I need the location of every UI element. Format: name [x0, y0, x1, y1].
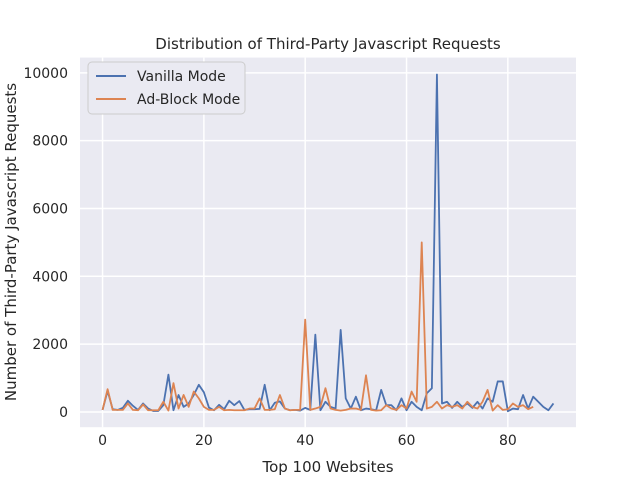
- x-tick-label: 20: [195, 433, 213, 449]
- legend-box: [87, 61, 246, 115]
- chart-title: Distribution of Third-Party Javascript R…: [155, 35, 501, 53]
- y-tick-label: 6000: [32, 201, 68, 217]
- plot-area: [80, 57, 576, 428]
- legend: Vanilla Mode Ad-Block Mode: [87, 61, 246, 115]
- x-tick-label: 60: [398, 433, 416, 449]
- y-tick-label: 2000: [32, 337, 68, 353]
- x-tick-label: 0: [98, 433, 107, 449]
- y-axis-label: Number of Third-Party Javascript Request…: [2, 83, 20, 401]
- y-tick-labels: 0 2000 4000 6000 8000 10000: [23, 66, 68, 421]
- y-tick-label: 0: [59, 405, 68, 421]
- y-tick-label: 10000: [23, 66, 68, 82]
- y-tick-label: 8000: [32, 134, 68, 150]
- x-tick-label: 40: [296, 433, 314, 449]
- series-lines: [101, 73, 555, 413]
- series-line-adblock: [101, 241, 534, 412]
- x-tick-labels: 0 20 40 60 80: [98, 433, 517, 449]
- legend-label-adblock: Ad-Block Mode: [137, 92, 240, 108]
- x-axis-label: Top 100 Websites: [261, 458, 393, 476]
- x-tick-label: 80: [499, 433, 517, 449]
- series-line-vanilla: [101, 73, 555, 413]
- grid-lines: [80, 57, 576, 428]
- y-tick-label: 4000: [32, 269, 68, 285]
- legend-label-vanilla: Vanilla Mode: [137, 69, 226, 85]
